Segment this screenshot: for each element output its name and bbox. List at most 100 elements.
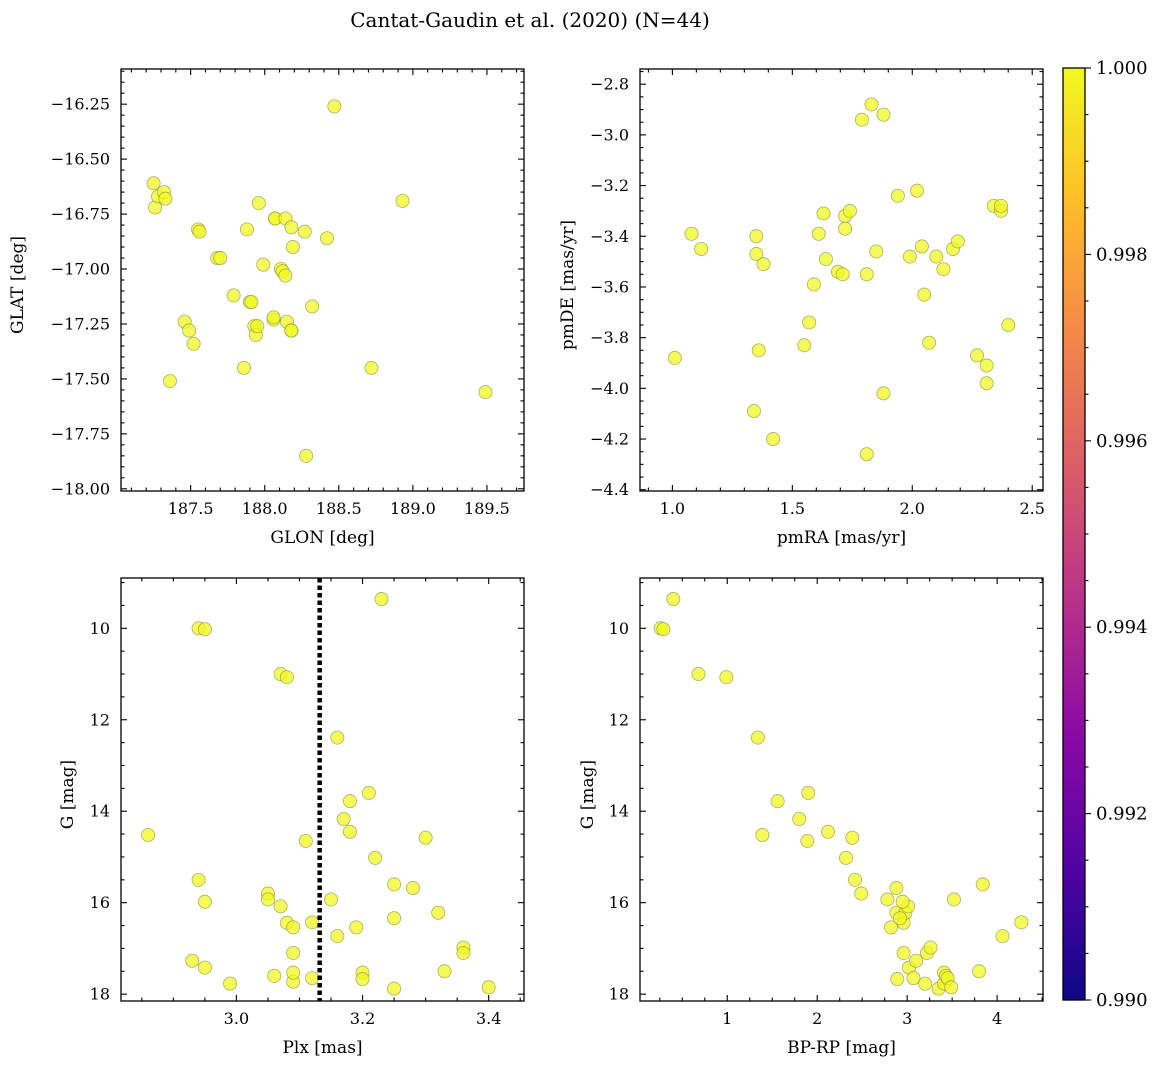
data-point	[387, 911, 402, 926]
data-point	[305, 915, 320, 930]
data-point	[902, 249, 917, 264]
data-point	[859, 267, 874, 282]
x-tick-label: 2.0	[900, 499, 925, 518]
data-point	[838, 850, 853, 865]
data-point	[349, 920, 364, 935]
data-point	[146, 176, 161, 191]
x-axis-label: Plx [mas]	[282, 1038, 362, 1058]
data-point	[298, 833, 313, 848]
data-point	[182, 323, 197, 338]
data-point	[975, 877, 990, 892]
data-point	[746, 404, 761, 419]
x-tick-label: 2.5	[1019, 499, 1044, 518]
data-point	[667, 350, 682, 365]
y-tick-label: −3.6	[590, 277, 629, 296]
data-point	[684, 226, 699, 241]
colorbar-tick-label: 0.992	[1096, 804, 1148, 825]
data-point	[418, 830, 433, 845]
data-point	[889, 881, 904, 896]
data-point	[284, 220, 299, 235]
x-tick-label: 3	[902, 1009, 912, 1028]
data-point	[970, 348, 985, 363]
data-point	[835, 267, 850, 282]
data-point	[387, 877, 402, 892]
data-point	[324, 892, 339, 907]
data-point	[950, 234, 965, 249]
data-point	[260, 892, 275, 907]
data-point	[917, 287, 932, 302]
data-point	[842, 203, 857, 218]
colorbar-gradient	[1063, 68, 1085, 1000]
data-point	[286, 945, 301, 960]
colorbar-frame	[1062, 67, 1086, 1001]
y-tick-label: −2.8	[590, 75, 629, 94]
x-tick-label: 188.5	[316, 499, 362, 518]
y-tick-label: −17.75	[51, 424, 110, 443]
y-tick-label: −16.25	[51, 95, 110, 114]
y-tick-label: −3.2	[590, 176, 629, 195]
y-tick-label: −16.50	[51, 150, 110, 169]
data-point	[755, 828, 770, 843]
data-point	[756, 257, 771, 272]
data-point	[185, 953, 200, 968]
data-point	[691, 667, 706, 682]
panel-cmd-plx: 3.0 3.2 3.4 10 12 14 16 18 Plx [mas] G […	[58, 577, 525, 1058]
data-point	[251, 196, 266, 211]
data-point	[995, 929, 1010, 944]
panel-sky: 187.5 188.0 188.5 189.0 189.5 −16.25 −16…	[8, 68, 525, 548]
data-point	[895, 894, 910, 909]
data-point	[368, 850, 383, 865]
data-point	[162, 374, 177, 389]
y-tick-label: −3.0	[590, 125, 629, 144]
data-point	[186, 336, 201, 351]
x-tick-label: 188.0	[242, 499, 288, 518]
plot-frame	[120, 68, 525, 492]
data-point	[876, 386, 891, 401]
data-point	[751, 343, 766, 358]
x-tick-label: 3.0	[224, 1009, 249, 1028]
data-point	[1014, 915, 1029, 930]
data-point	[342, 824, 357, 839]
data-point	[944, 980, 959, 995]
x-tick-label: 1	[722, 1009, 732, 1028]
y-tick-label: −3.8	[590, 328, 629, 347]
x-tick-label: 3.2	[350, 1009, 375, 1028]
data-point	[847, 872, 862, 887]
data-point	[838, 221, 853, 236]
y-axis-label: G [mag]	[58, 760, 78, 829]
data-point	[766, 432, 781, 447]
data-point	[327, 99, 342, 114]
data-point	[792, 811, 807, 826]
data-point	[801, 785, 816, 800]
data-point	[811, 226, 826, 241]
panel-pm: 1.0 1.5 2.0 2.5 −2.8 −3.0 −3.2 −3.4 −3.6…	[558, 68, 1045, 548]
x-tick-label: 1.0	[660, 499, 685, 518]
data-point	[226, 288, 241, 303]
data-point	[355, 972, 370, 987]
data-point	[158, 191, 173, 206]
data-point	[750, 730, 765, 745]
x-axis-label: BP-RP [mag]	[787, 1038, 896, 1058]
data-point	[361, 785, 376, 800]
data-point	[305, 971, 320, 986]
data-point	[770, 794, 785, 809]
data-point	[266, 310, 281, 325]
data-point	[305, 299, 320, 314]
y-tick-label: 16	[90, 893, 110, 912]
y-tick-label: −4.2	[590, 430, 629, 449]
data-point	[749, 229, 764, 244]
data-point	[979, 358, 994, 373]
y-tick-label: −4.4	[590, 480, 629, 499]
data-point	[336, 811, 351, 826]
data-point	[806, 277, 821, 292]
data-point	[342, 794, 357, 809]
data-point	[929, 249, 944, 264]
data-point	[364, 360, 379, 375]
x-tick-label: 1.5	[780, 499, 805, 518]
data-point	[694, 241, 709, 256]
colorbar-tick-label: 0.998	[1096, 244, 1148, 265]
data-point	[910, 183, 925, 198]
data-point	[273, 899, 288, 914]
data-point	[922, 335, 937, 350]
